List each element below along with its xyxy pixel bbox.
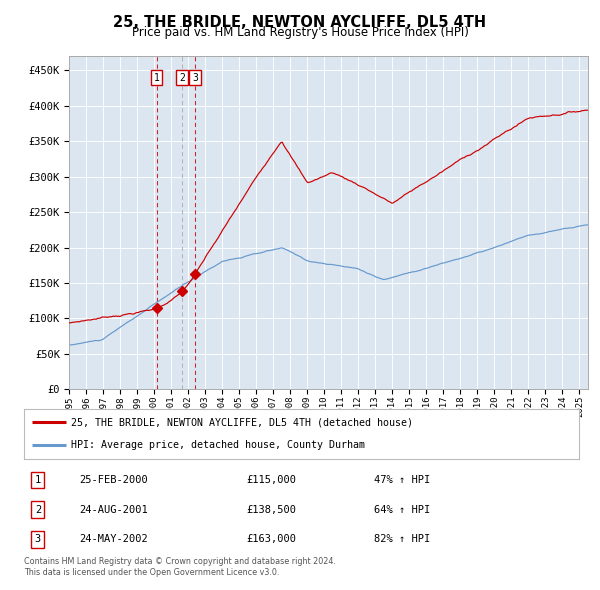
Text: 2: 2 bbox=[35, 505, 41, 514]
Text: 3: 3 bbox=[192, 73, 198, 83]
Text: 25, THE BRIDLE, NEWTON AYCLIFFE, DL5 4TH (detached house): 25, THE BRIDLE, NEWTON AYCLIFFE, DL5 4TH… bbox=[71, 417, 413, 427]
Text: 47% ↑ HPI: 47% ↑ HPI bbox=[374, 475, 430, 485]
Text: This data is licensed under the Open Government Licence v3.0.: This data is licensed under the Open Gov… bbox=[24, 568, 280, 576]
Text: £163,000: £163,000 bbox=[246, 535, 296, 545]
Text: Price paid vs. HM Land Registry's House Price Index (HPI): Price paid vs. HM Land Registry's House … bbox=[131, 26, 469, 39]
Text: 64% ↑ HPI: 64% ↑ HPI bbox=[374, 505, 430, 514]
Text: 25, THE BRIDLE, NEWTON AYCLIFFE, DL5 4TH: 25, THE BRIDLE, NEWTON AYCLIFFE, DL5 4TH bbox=[113, 15, 487, 30]
Text: 25-FEB-2000: 25-FEB-2000 bbox=[79, 475, 148, 485]
Text: 3: 3 bbox=[35, 535, 41, 545]
Text: Contains HM Land Registry data © Crown copyright and database right 2024.: Contains HM Land Registry data © Crown c… bbox=[24, 557, 336, 566]
Text: 82% ↑ HPI: 82% ↑ HPI bbox=[374, 535, 430, 545]
Text: £138,500: £138,500 bbox=[246, 505, 296, 514]
Text: 24-MAY-2002: 24-MAY-2002 bbox=[79, 535, 148, 545]
Text: HPI: Average price, detached house, County Durham: HPI: Average price, detached house, Coun… bbox=[71, 441, 365, 451]
Text: £115,000: £115,000 bbox=[246, 475, 296, 485]
Text: 1: 1 bbox=[154, 73, 160, 83]
Text: 1: 1 bbox=[35, 475, 41, 485]
Text: 24-AUG-2001: 24-AUG-2001 bbox=[79, 505, 148, 514]
Text: 2: 2 bbox=[179, 73, 185, 83]
